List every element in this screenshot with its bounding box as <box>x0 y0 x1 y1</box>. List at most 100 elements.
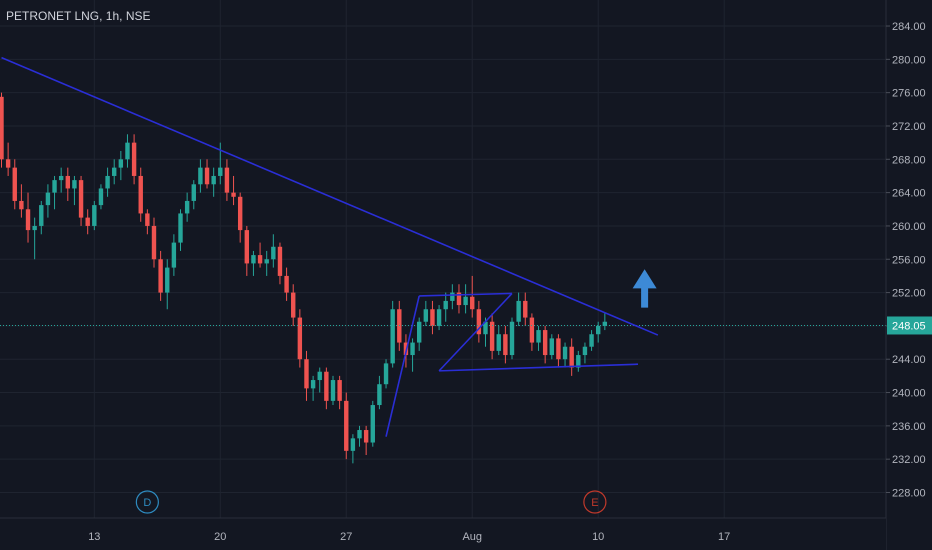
candle-body <box>297 317 303 360</box>
candle-body <box>291 292 296 318</box>
candle-body <box>25 209 31 231</box>
candle-body <box>92 205 97 226</box>
flag-bottom-line <box>438 292 513 372</box>
candle-body <box>476 309 482 335</box>
price-tick-label: 228.00 <box>892 488 926 500</box>
candle-body <box>78 180 84 218</box>
time-tick-label: Aug <box>462 531 482 543</box>
candle-body <box>158 259 163 293</box>
candle-body <box>112 167 117 176</box>
candle-body <box>264 259 269 264</box>
pattern-lines <box>1 56 659 437</box>
last-price-badge-bg <box>887 316 932 335</box>
candle-body <box>244 230 250 264</box>
candle-body <box>489 321 495 351</box>
symbol-title[interactable]: PETRONET LNG, 1h, NSE <box>6 9 151 23</box>
candle-body <box>204 167 210 185</box>
time-axis-labels: 13 20 27 Aug 10 17 <box>88 531 730 543</box>
price-tick-label: 276.00 <box>892 88 926 100</box>
price-tick-label: 236.00 <box>892 421 926 433</box>
price-tick-label: 264.00 <box>892 188 926 200</box>
candle-body <box>184 200 190 214</box>
price-tick-label: 232.00 <box>892 454 926 466</box>
candle-body <box>105 175 110 189</box>
candle-body <box>32 225 37 231</box>
price-axis-labels: 228.00232.00236.00240.00244.00248.00252.… <box>886 21 926 500</box>
price-tick-label: 240.00 <box>892 388 926 400</box>
flag-pole-line <box>385 295 420 437</box>
candle-body <box>377 384 382 406</box>
candle-body <box>211 175 216 185</box>
candle-body <box>310 380 316 389</box>
candle-body <box>284 275 289 293</box>
candle-body <box>337 380 342 401</box>
last-price-label: 248.05 <box>892 320 926 332</box>
time-tick-label: 20 <box>214 531 226 543</box>
candle-body <box>582 346 588 356</box>
time-tick-label: 10 <box>592 531 604 543</box>
candle-body <box>58 175 64 181</box>
candle-body <box>178 213 183 243</box>
candle-body <box>145 213 150 226</box>
time-axis-panel[interactable] <box>0 518 886 550</box>
candle-body <box>118 159 124 168</box>
candle-body <box>52 180 57 193</box>
price-tick-label: 252.00 <box>892 288 926 300</box>
candle-body <box>503 334 508 356</box>
candle-body <box>324 371 329 401</box>
price-axis-panel[interactable] <box>886 0 932 550</box>
candle-body <box>357 430 362 439</box>
candle-body <box>131 142 137 176</box>
price-tick-label: 284.00 <box>892 21 926 33</box>
candle-body <box>65 175 70 189</box>
event-marker-label: D <box>143 497 151 509</box>
price-tick-label: 256.00 <box>892 254 926 266</box>
event-marker-label: E <box>591 497 598 509</box>
candle-body <box>138 175 143 214</box>
candles-layer <box>0 92 608 464</box>
price-tick-label: 268.00 <box>892 154 926 166</box>
candle-body <box>237 196 243 231</box>
candle-body <box>596 325 601 335</box>
candle-body <box>0 96 4 160</box>
event-marker-circle <box>135 490 159 514</box>
candle-body <box>72 180 77 189</box>
candle-body <box>456 292 462 306</box>
candle-body <box>224 167 230 193</box>
candle-body <box>304 359 309 389</box>
candle-body <box>569 346 574 368</box>
candle-body <box>463 296 468 306</box>
candle-body <box>370 405 375 443</box>
candle-body <box>450 292 455 301</box>
candle-body <box>125 142 130 160</box>
candle-body <box>602 321 608 326</box>
candle-body <box>165 267 170 293</box>
candle-body <box>231 192 236 197</box>
candle-body <box>151 225 157 260</box>
candle-body <box>516 300 521 322</box>
candle-body <box>470 296 475 310</box>
candle-body <box>277 246 283 276</box>
candle-body <box>536 330 541 343</box>
candle-body <box>589 334 594 347</box>
time-tick-label: 13 <box>88 531 100 543</box>
candle-body <box>12 167 17 201</box>
candle-body <box>98 188 104 206</box>
flag-top-line <box>419 292 513 297</box>
up-arrow-icon <box>632 269 657 308</box>
candle-body <box>556 338 561 360</box>
candle-body <box>383 363 389 385</box>
candle-body <box>410 342 415 356</box>
price-tick-label: 272.00 <box>892 121 926 133</box>
candle-body <box>423 309 429 322</box>
candle-body <box>251 255 256 264</box>
candle-body <box>390 309 395 364</box>
event-marker-circle <box>583 490 607 514</box>
candle-body <box>416 321 422 343</box>
candle-body <box>576 355 581 368</box>
support-line <box>439 363 639 372</box>
candle-body <box>430 309 435 326</box>
